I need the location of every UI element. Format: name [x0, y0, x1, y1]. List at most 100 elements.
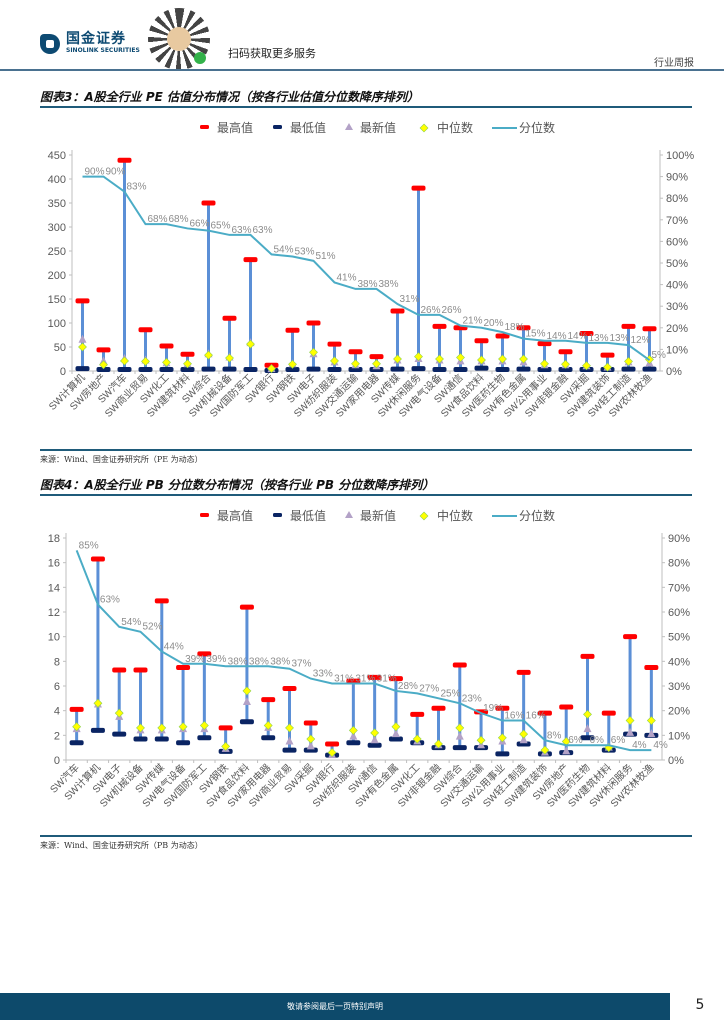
max-marker — [133, 667, 148, 673]
latest-marker — [583, 724, 592, 733]
median-marker — [540, 359, 549, 369]
median-marker — [183, 359, 192, 369]
max-marker — [452, 662, 467, 668]
legend-median-marker — [419, 123, 429, 133]
min-marker — [474, 365, 489, 371]
min-marker — [117, 367, 132, 373]
min-marker — [261, 735, 276, 741]
percentile-data-label: 38% — [249, 656, 269, 667]
median-marker — [625, 716, 635, 725]
max-marker — [201, 200, 216, 206]
median-marker — [309, 347, 318, 357]
median-marker — [120, 356, 129, 366]
company-name-cn: 国金证券 — [66, 31, 126, 47]
median-marker — [582, 361, 591, 371]
y-tick-label: 450 — [48, 150, 66, 162]
latest-marker — [78, 334, 87, 343]
y2-tick-label: 10% — [666, 344, 688, 356]
legend-median-label: 中位数 — [437, 508, 473, 523]
percentile-data-label: 68% — [169, 214, 189, 225]
percentile-data-label: 13% — [610, 333, 630, 344]
max-marker — [176, 665, 191, 670]
median-marker — [157, 723, 167, 733]
legend-latest-label: 最新值 — [360, 120, 396, 135]
percentile-data-label: 31% — [334, 674, 354, 685]
min-marker — [306, 366, 321, 372]
max-marker — [600, 352, 615, 358]
max-marker — [516, 669, 531, 675]
max-marker — [558, 349, 573, 355]
percentile-data-label: 38% — [228, 656, 248, 667]
legend-max-label: 最高值 — [217, 508, 253, 523]
y-tick-label: 400 — [48, 174, 66, 186]
latest-marker — [562, 746, 571, 755]
max-marker — [306, 320, 321, 326]
header-divider — [0, 69, 724, 71]
y-tick-label: 6 — [54, 681, 60, 693]
legend-min-marker — [273, 513, 282, 517]
max-marker — [159, 343, 174, 349]
median-marker — [199, 721, 209, 730]
min-marker — [159, 367, 174, 373]
y2-tick-label: 40% — [666, 280, 688, 292]
max-marker — [495, 705, 510, 711]
max-marker — [243, 257, 258, 263]
y2-tick-label: 20% — [666, 323, 688, 335]
y-tick-label: 350 — [48, 198, 66, 210]
max-marker — [623, 634, 638, 640]
median-marker — [221, 742, 231, 751]
percentile-data-label: 6% — [568, 735, 583, 746]
y-tick-label: 4 — [54, 706, 60, 718]
percentile-data-label: 16% — [504, 711, 524, 722]
min-marker — [452, 745, 467, 751]
y2-tick-label: 30% — [666, 301, 688, 313]
median-marker — [519, 354, 528, 364]
percentile-data-label: 23% — [462, 693, 482, 704]
min-marker — [580, 735, 595, 741]
figure-3-source: 来源：Wind、国金证券研究所（PE 为动态） — [40, 455, 203, 464]
percentile-data-label: 6% — [590, 735, 605, 746]
max-marker — [388, 676, 403, 682]
median-marker — [78, 342, 87, 352]
median-marker — [114, 708, 124, 718]
min-marker — [180, 367, 195, 373]
max-marker — [390, 308, 405, 314]
legend-min-marker — [273, 125, 282, 129]
median-marker — [136, 723, 145, 733]
median-marker — [414, 352, 423, 362]
min-marker — [348, 367, 363, 373]
median-marker — [351, 359, 360, 369]
y2-tick-label: 0% — [668, 755, 684, 767]
max-marker — [410, 711, 425, 717]
percentile-data-label: 26% — [421, 305, 441, 316]
median-marker — [455, 723, 465, 733]
legend-max-label: 最高值 — [217, 120, 253, 135]
median-marker — [225, 353, 234, 363]
min-marker — [133, 736, 148, 742]
min-marker — [388, 736, 403, 742]
median-marker — [330, 356, 339, 366]
y2-tick-label: 70% — [666, 215, 688, 227]
max-marker — [90, 556, 105, 562]
min-marker — [176, 740, 191, 746]
max-marker — [285, 327, 300, 333]
percentile-data-label: 51% — [316, 251, 336, 262]
percentile-data-label: 38% — [358, 279, 378, 290]
y-tick-label: 12 — [48, 607, 60, 619]
max-marker — [495, 333, 510, 339]
median-marker — [412, 734, 422, 744]
y2-tick-label: 60% — [666, 236, 688, 248]
qr-code-icon[interactable] — [148, 8, 210, 70]
median-marker — [561, 359, 570, 369]
percentile-data-label: 38% — [379, 279, 399, 290]
qr-center-emblem — [167, 27, 191, 51]
min-marker — [90, 727, 105, 733]
chart-legend: 最高值 最低值 最新值 中位数 分位数 — [200, 120, 555, 135]
percentile-data-label: 8% — [547, 730, 562, 741]
max-marker — [325, 741, 340, 747]
y-tick-label: 300 — [48, 222, 66, 234]
y2-tick-label: 20% — [668, 706, 690, 718]
median-marker — [93, 698, 103, 708]
mini-program-icon — [194, 52, 206, 64]
percentile-data-label: 63% — [232, 225, 252, 236]
